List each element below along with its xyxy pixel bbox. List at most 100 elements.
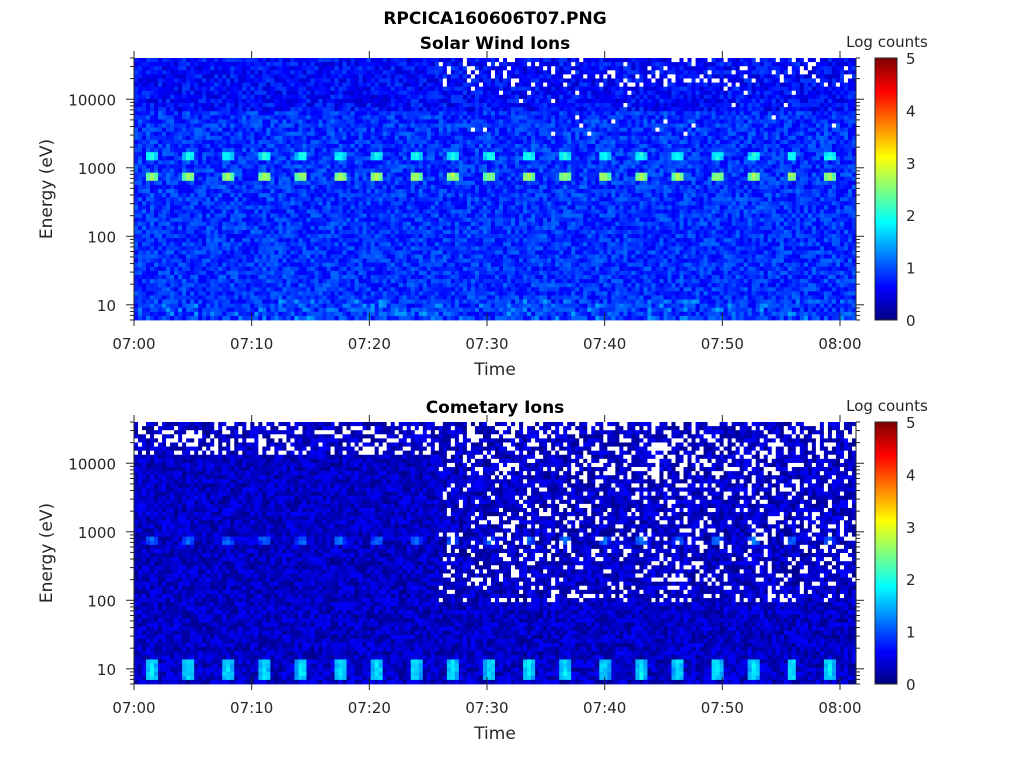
heatmap-cell bbox=[331, 152, 335, 156]
heatmap-cell bbox=[246, 255, 250, 259]
heatmap-cell bbox=[415, 263, 419, 267]
heatmap-cell bbox=[327, 66, 331, 70]
heatmap-cell bbox=[246, 271, 250, 275]
heatmap-cell bbox=[258, 279, 262, 283]
heatmap-cell bbox=[427, 160, 431, 164]
heatmap-cell bbox=[186, 275, 190, 279]
heatmap-cell bbox=[327, 214, 331, 218]
heatmap-cell bbox=[383, 185, 387, 189]
heatmap-cell bbox=[431, 70, 435, 74]
heatmap-cell bbox=[174, 193, 178, 197]
heatmap-cell bbox=[278, 246, 282, 250]
heatmap-cell bbox=[290, 308, 294, 312]
heatmap-cell bbox=[375, 201, 379, 205]
heatmap-cell bbox=[391, 283, 395, 287]
heatmap-cell bbox=[282, 312, 286, 316]
heatmap-cell bbox=[198, 95, 202, 99]
heatmap-cell bbox=[427, 169, 431, 173]
heatmap-cell bbox=[367, 209, 371, 213]
heatmap-cell bbox=[423, 128, 427, 132]
heatmap-cell bbox=[170, 259, 174, 263]
heatmap-cell bbox=[306, 209, 310, 213]
heatmap-cell bbox=[379, 62, 383, 66]
heatmap-cell bbox=[335, 103, 339, 107]
heatmap-cell bbox=[371, 201, 375, 205]
heatmap-cell bbox=[210, 222, 214, 226]
heatmap-cell bbox=[351, 140, 355, 144]
heatmap-cell bbox=[427, 214, 431, 218]
heatmap-cell bbox=[258, 119, 262, 123]
heatmap-cell bbox=[166, 193, 170, 197]
heatmap-cell bbox=[262, 156, 266, 160]
heatmap-cell bbox=[423, 242, 427, 246]
heatmap-cell bbox=[371, 193, 375, 197]
heatmap-cell bbox=[443, 201, 447, 205]
heatmap-cell bbox=[391, 152, 395, 156]
heatmap-cell bbox=[359, 160, 363, 164]
heatmap-cell bbox=[202, 87, 206, 91]
heatmap-cell bbox=[391, 119, 395, 123]
heatmap-cell bbox=[162, 255, 166, 259]
heatmap-cell bbox=[335, 144, 339, 148]
heatmap-cell bbox=[331, 271, 335, 275]
heatmap-cell bbox=[431, 99, 435, 103]
heatmap-cell bbox=[230, 255, 234, 259]
heatmap-cell bbox=[266, 136, 270, 140]
heatmap-cell bbox=[286, 209, 290, 213]
heatmap-cell bbox=[403, 160, 407, 164]
heatmap-cell bbox=[238, 144, 242, 148]
heatmap-cell bbox=[439, 140, 443, 144]
heatmap-cell bbox=[182, 263, 186, 267]
heatmap-cell bbox=[310, 271, 314, 275]
heatmap-cell bbox=[158, 222, 162, 226]
heatmap-cell bbox=[371, 242, 375, 246]
heatmap-cell bbox=[439, 300, 443, 304]
heatmap-cell bbox=[310, 136, 314, 140]
heatmap-cell bbox=[242, 218, 246, 222]
heatmap-cell bbox=[270, 160, 274, 164]
heatmap-cell bbox=[407, 136, 411, 140]
heatmap-cell bbox=[431, 119, 435, 123]
heatmap-cell bbox=[306, 152, 310, 156]
heatmap-cell bbox=[278, 181, 282, 185]
heatmap-cell bbox=[335, 177, 339, 181]
heatmap-cell bbox=[306, 250, 310, 254]
heatmap-cell bbox=[411, 185, 415, 189]
heatmap-cell bbox=[142, 234, 146, 238]
heatmap-cell bbox=[250, 214, 254, 218]
heatmap-cell bbox=[226, 169, 230, 173]
heatmap-cell bbox=[186, 99, 190, 103]
heatmap-cell bbox=[142, 66, 146, 70]
heatmap-cell bbox=[242, 214, 246, 218]
heatmap-cell bbox=[310, 283, 314, 287]
heatmap-cell bbox=[443, 214, 447, 218]
heatmap-cell bbox=[371, 91, 375, 95]
heatmap-cell bbox=[254, 189, 258, 193]
heatmap-cell bbox=[435, 136, 439, 140]
heatmap-cell bbox=[154, 230, 158, 234]
heatmap-cell bbox=[331, 304, 335, 308]
heatmap-cell bbox=[319, 156, 323, 160]
heatmap-cell bbox=[174, 119, 178, 123]
heatmap-cell bbox=[206, 74, 210, 78]
heatmap-cell bbox=[331, 83, 335, 87]
heatmap-cell bbox=[323, 275, 327, 279]
heatmap-cell bbox=[427, 181, 431, 185]
heatmap-cell bbox=[302, 197, 306, 201]
heatmap-cell bbox=[315, 140, 319, 144]
heatmap-cell bbox=[242, 111, 246, 115]
heatmap-cell bbox=[387, 238, 391, 242]
heatmap-cell bbox=[310, 209, 314, 213]
heatmap-cell bbox=[359, 164, 363, 168]
heatmap-cell bbox=[142, 160, 146, 164]
heatmap-cell bbox=[423, 124, 427, 128]
heatmap-cell bbox=[226, 144, 230, 148]
heatmap-cell bbox=[302, 164, 306, 168]
heatmap-cell bbox=[327, 169, 331, 173]
heatmap-cell bbox=[146, 300, 150, 304]
heatmap-cell bbox=[150, 164, 154, 168]
heatmap-cell bbox=[359, 173, 363, 177]
heatmap-cell bbox=[250, 271, 254, 275]
heatmap-cell bbox=[142, 201, 146, 205]
heatmap-cell bbox=[206, 152, 210, 156]
